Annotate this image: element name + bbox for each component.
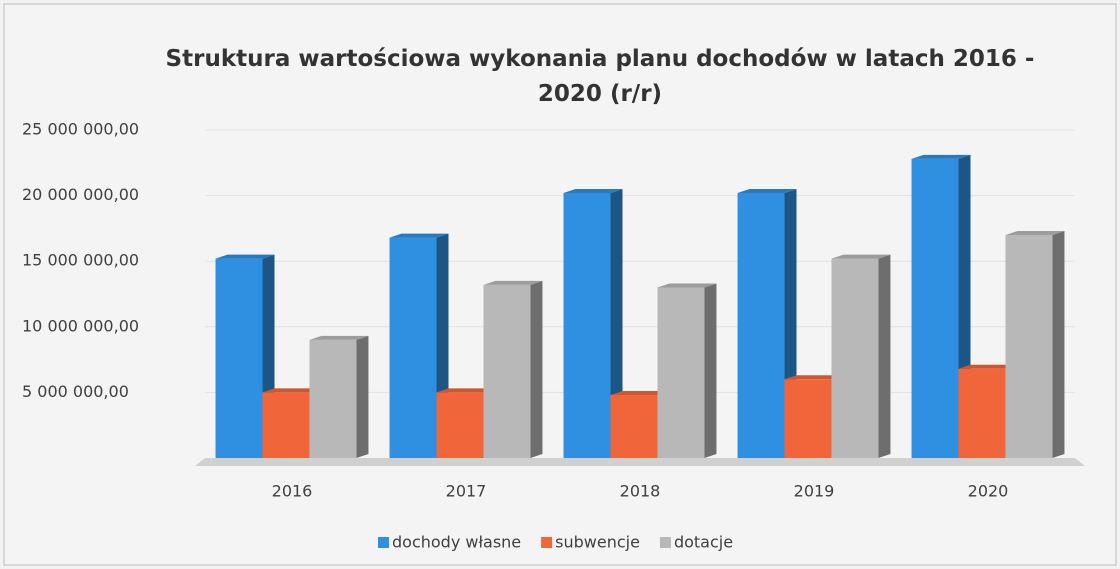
bar-side bbox=[704, 283, 717, 458]
bar-side bbox=[878, 254, 891, 458]
legend-label: subwencje bbox=[555, 533, 640, 552]
y-tick-label: 15 000 000,00 bbox=[22, 251, 139, 270]
bar bbox=[563, 192, 611, 458]
legend-label: dochody własne bbox=[392, 533, 521, 552]
bar-top bbox=[958, 364, 1018, 369]
x-tick-label: 2019 bbox=[794, 482, 835, 501]
bar bbox=[483, 284, 531, 458]
bar-top bbox=[563, 188, 623, 193]
x-tick-label: 2016 bbox=[272, 482, 313, 501]
bar bbox=[1005, 234, 1053, 458]
bar-top bbox=[483, 280, 543, 285]
bar bbox=[215, 258, 263, 458]
y-tick-label: 20 000 000,00 bbox=[22, 185, 139, 204]
bar bbox=[737, 192, 785, 458]
bar-top bbox=[737, 188, 797, 193]
legend-swatch bbox=[659, 537, 671, 548]
bar bbox=[610, 395, 658, 458]
bar-side bbox=[530, 280, 543, 458]
y-tick-label: 5 000 000,00 bbox=[22, 382, 129, 401]
bar bbox=[911, 158, 959, 458]
legend-swatch bbox=[541, 537, 553, 548]
bar bbox=[958, 368, 1006, 458]
bar-side bbox=[356, 335, 369, 458]
bar-top bbox=[911, 154, 971, 159]
y-tick-label: 10 000 000,00 bbox=[22, 316, 139, 335]
x-tick-label: 2018 bbox=[620, 482, 661, 501]
y-tick-label: 25 000 000,00 bbox=[22, 120, 139, 139]
bar-top bbox=[309, 335, 369, 340]
bar-top bbox=[262, 388, 322, 393]
bar bbox=[831, 258, 879, 458]
bar-top bbox=[657, 283, 717, 288]
bar bbox=[389, 237, 437, 458]
bar-top bbox=[215, 254, 275, 259]
x-tick-label: 2020 bbox=[968, 482, 1009, 501]
bar bbox=[262, 392, 310, 458]
floor bbox=[195, 458, 1085, 466]
legend-swatch bbox=[378, 537, 389, 548]
bar bbox=[784, 379, 832, 458]
bar-side bbox=[1052, 230, 1065, 458]
bar-side bbox=[610, 188, 623, 458]
bar-top bbox=[389, 233, 449, 238]
bar-top bbox=[436, 388, 496, 393]
bar bbox=[309, 339, 357, 458]
bar bbox=[657, 287, 705, 458]
legend-label: dotacje bbox=[674, 533, 733, 552]
bar-top bbox=[784, 375, 844, 380]
bar bbox=[436, 392, 484, 458]
chart-title: Struktura wartościowa wykonania planu do… bbox=[165, 46, 1035, 107]
bar-top bbox=[610, 391, 670, 396]
bar-top bbox=[1005, 230, 1065, 235]
x-tick-label: 2017 bbox=[446, 482, 487, 501]
bar-top bbox=[831, 254, 891, 259]
